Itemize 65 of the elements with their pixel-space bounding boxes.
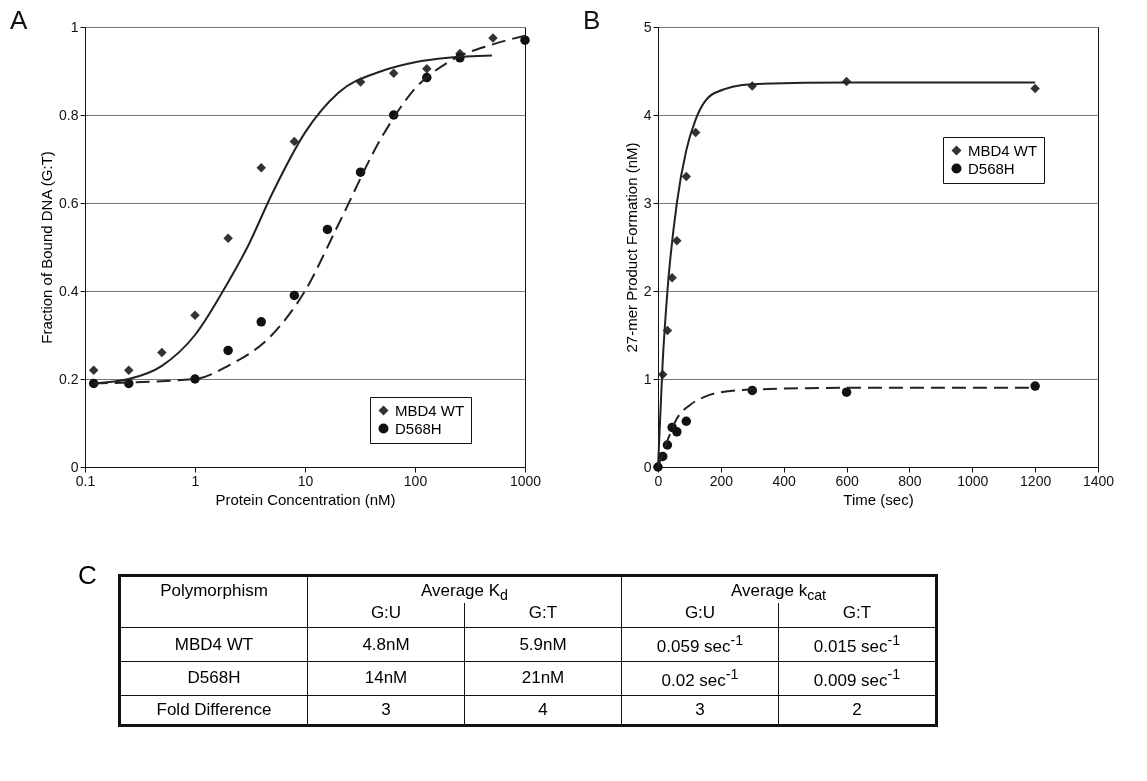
x-tick-label: 1 — [191, 472, 200, 489]
x-axis-title: Protein Concentration (nM) — [215, 490, 396, 508]
x-tick-label: 100 — [403, 472, 428, 489]
x-tick-label: 0.1 — [75, 472, 96, 489]
text: 0.015 sec$^{-1}$ — [813, 632, 901, 657]
x-tick-label: 0 — [654, 472, 663, 489]
x-tick-label: 1000 — [957, 472, 989, 489]
point — [1030, 83, 1040, 94]
legend-label: D568H — [968, 159, 1015, 177]
x-tick-label: 1400 — [1082, 472, 1115, 489]
x-axis-title: Time (sec) — [843, 490, 914, 508]
text: Polymorphism — [119, 575, 308, 628]
text: 14nM — [364, 668, 408, 688]
y-tick-label: 3 — [643, 194, 652, 211]
x-tick-label: 800 — [898, 472, 922, 489]
point — [681, 171, 692, 182]
legend-label: MBD4 WT — [968, 141, 1038, 159]
y-tick-label: 4 — [643, 106, 652, 123]
text: C — [78, 560, 97, 591]
text: 4.8nM — [362, 634, 410, 654]
category-label: G:T — [778, 603, 937, 628]
y-tick-label: 0.2 — [59, 370, 79, 387]
point — [672, 236, 682, 246]
text: Average K$_{d}$ — [307, 575, 622, 604]
legend-label: MBD4 WT — [395, 401, 465, 419]
y-tick-label: 0 — [643, 458, 652, 475]
chart-title: A — [10, 5, 28, 35]
chart-title: B — [583, 5, 601, 35]
x-tick-label: 600 — [835, 472, 859, 489]
y-tick-label: 5 — [643, 18, 652, 35]
category-label: G:U — [307, 603, 465, 628]
text: 4 — [538, 699, 548, 719]
category-label: G:T — [464, 603, 622, 628]
y-tick-label: 0.4 — [59, 282, 79, 299]
text: 3 — [381, 699, 391, 719]
text: 3 — [695, 699, 705, 719]
point — [672, 427, 682, 437]
x-tick-label: 200 — [709, 472, 734, 489]
y-tick-label: 1 — [70, 18, 79, 35]
text: 21nM — [521, 668, 565, 688]
point — [681, 416, 692, 426]
category-label: G:U — [621, 603, 779, 628]
y-tick-label: 0 — [70, 458, 79, 475]
text: 0.059 sec$^{-1}$ — [656, 632, 744, 657]
category-label: MBD4 WT — [174, 634, 254, 654]
x-tick-label: 400 — [772, 472, 797, 489]
point — [1030, 381, 1040, 391]
y-tick-label: 0.8 — [59, 106, 79, 123]
text: Average k$_{cat}$ — [621, 575, 937, 604]
text: 0.009 sec$^{-1}$ — [813, 666, 901, 690]
text: 5.9nM — [519, 634, 567, 654]
y-tick-label: 1 — [643, 370, 652, 387]
text: 0.02 sec$^{-1}$ — [661, 666, 739, 690]
category-label: Fold Difference — [156, 699, 272, 719]
x-tick-label: 1200 — [1020, 472, 1052, 489]
point — [841, 387, 852, 397]
x-tick-label: 1000 — [509, 472, 542, 489]
y-axis-title: Fraction of Bound DNA (G:T) — [38, 151, 56, 344]
x-tick-label: 10 — [297, 472, 314, 489]
y-axis-title: 27-mer Product Formation (nM) — [622, 142, 640, 353]
text: 2 — [852, 699, 862, 719]
category-label: D568H — [187, 668, 241, 688]
legend-label: D568H — [395, 419, 442, 437]
y-tick-label: 2 — [643, 282, 652, 299]
y-tick-label: 0.6 — [59, 194, 79, 211]
